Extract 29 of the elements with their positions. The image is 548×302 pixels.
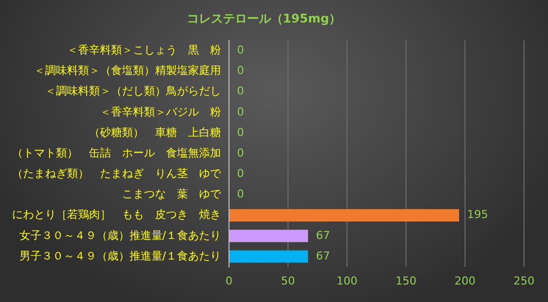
x-tick-label: 150: [396, 274, 416, 288]
data-label: 0: [237, 146, 244, 160]
y-tick-label: ＜香辛料類＞バジル 粉: [100, 105, 221, 118]
x-tick-label: 50: [281, 274, 295, 288]
y-tick-label: こまつな 葉 ゆで: [122, 188, 222, 201]
y-tick-label: （トマト類） 缶詰 ホール 食塩無添加: [12, 146, 221, 160]
data-label: 0: [237, 167, 244, 180]
data-label: 195: [467, 208, 488, 222]
x-tick-label: 250: [514, 274, 534, 288]
data-label: 0: [237, 188, 244, 201]
data-label: 67: [316, 228, 330, 242]
y-tick-label: （たまねぎ類） たまねぎ りん茎 ゆで: [12, 167, 222, 180]
y-tick-label: ＜調味料類＞（だし類）鳥がらだし: [45, 84, 221, 98]
y-tick-label: 男子３０～４９（歳）推進量/１食あたり: [19, 249, 221, 262]
y-tick-label: ＜香辛料類＞こしょう 黒 粉: [67, 44, 221, 57]
data-label: 0: [237, 126, 244, 139]
y-tick-label: ＜調味料類＞（食塩類）精製塩家庭用: [34, 64, 221, 78]
y-tick-label: （砂糖類） 車糖 上白糖: [89, 126, 221, 139]
data-label: 0: [237, 84, 244, 98]
x-tick-label: 0: [226, 274, 232, 288]
data-label: 0: [237, 105, 244, 118]
y-tick-label: 女子３０～４９（歳）推進量/１食あたり: [19, 228, 221, 242]
y-tick-label: にわとり［若鶏肉］ もも 皮つき 焼き: [12, 208, 221, 222]
data-label: 0: [237, 44, 244, 57]
data-label: 67: [316, 249, 330, 262]
chart-title: コレステロール（195mg）: [186, 11, 342, 26]
data-label: 0: [237, 64, 244, 78]
x-tick-label: 200: [454, 274, 476, 288]
x-tick-label: 100: [336, 274, 358, 288]
